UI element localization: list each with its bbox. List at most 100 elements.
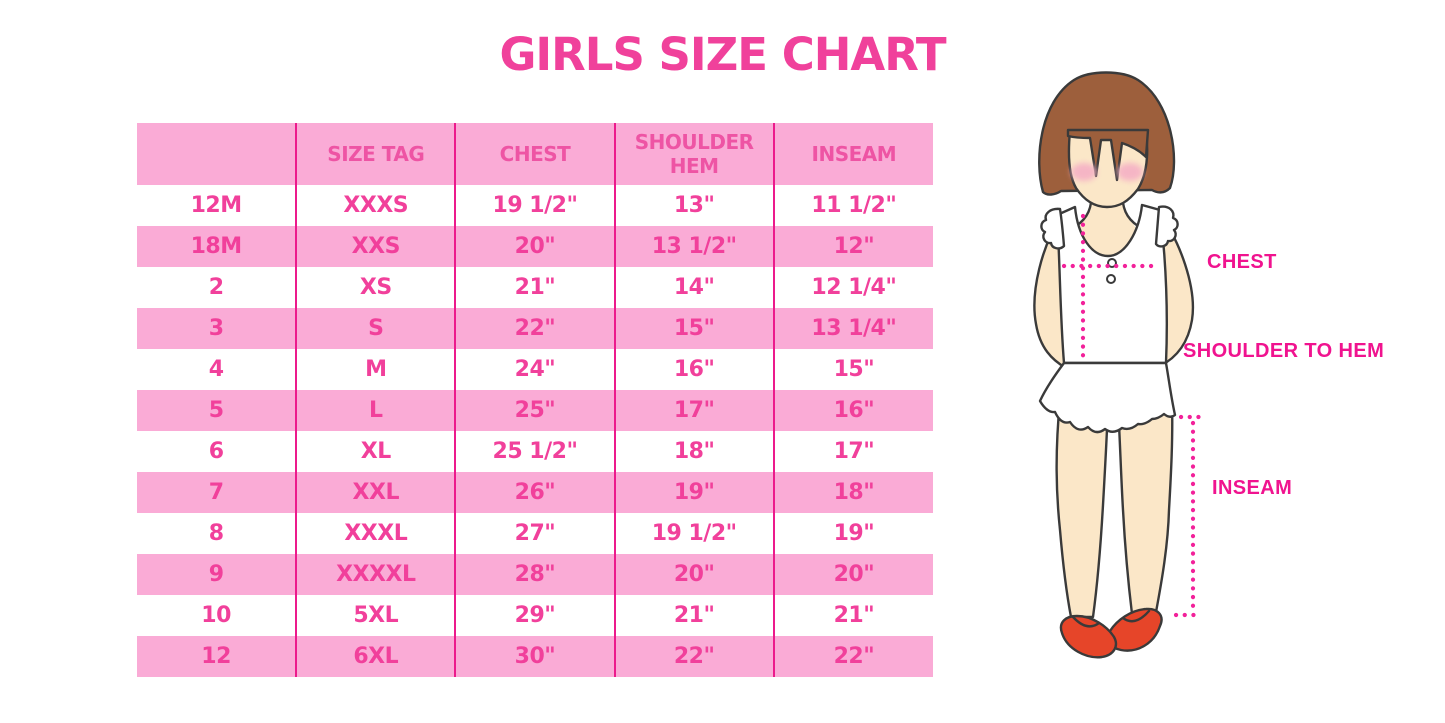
table-cell: 12 <box>137 636 297 677</box>
table-cell: 29" <box>454 595 615 636</box>
table-cell: 30" <box>454 636 615 677</box>
left-shoulder-ruffle <box>1040 207 1066 250</box>
table-cell: XXXS <box>295 185 456 226</box>
table-cell: 7 <box>137 472 297 513</box>
table-row: 8 XXXL 27" 19 1/2" 19" <box>137 513 933 554</box>
table-cell: 19 1/2" <box>613 513 774 554</box>
right-shoe-strap <box>1121 609 1151 623</box>
table-cell: XXL <box>295 472 456 513</box>
table-cell: 24" <box>454 349 615 390</box>
table-cell: 13" <box>613 185 774 226</box>
table-cell: 19" <box>772 513 933 554</box>
table-cell: 19 1/2" <box>454 185 615 226</box>
table-row: 3 S 22" 15" 13 1/4" <box>137 308 933 349</box>
table-cell: 3 <box>137 308 297 349</box>
button-top <box>1107 258 1117 268</box>
column-header: INSEAM <box>772 123 933 185</box>
table-cell: 10 <box>201 603 231 628</box>
table-cell: 9 <box>137 554 297 595</box>
table-cell: 12 1/4" <box>772 267 933 308</box>
table-cell: 26" <box>454 472 615 513</box>
face <box>1067 129 1149 209</box>
table-cell: XXXL <box>295 513 456 554</box>
table-cell: 2 <box>208 275 224 300</box>
table-row: 12 6XL 30" 22" 22" <box>137 636 933 677</box>
table-row: 4 M 24" 16" 15" <box>137 349 933 390</box>
table-row: 12M XXXS 19 1/2" 13" 11 1/2" <box>137 185 933 226</box>
table-cell: 21" <box>772 595 933 636</box>
table-cell: 25" <box>454 390 615 431</box>
left-leg <box>1055 398 1110 619</box>
left-cheek-blush <box>1071 163 1097 181</box>
inseam-label: INSEAM <box>1212 477 1293 499</box>
table-cell: 13 1/4" <box>772 308 933 349</box>
table-cell: 5XL <box>295 595 456 636</box>
table-cell: L <box>295 390 456 431</box>
table-cell: 28" <box>454 554 615 595</box>
table-row: 5 L 25" 17" 16" <box>137 390 933 431</box>
shoulder-to-hem-label: SHOULDER TO HEM <box>1183 340 1385 362</box>
table-cell: 22" <box>772 636 933 677</box>
table-cell: 14" <box>613 267 774 308</box>
table-cell: 12M <box>190 193 243 218</box>
chest-label: CHEST <box>1207 251 1277 273</box>
table-row: 9 XXXXL 28" 20" 20" <box>137 554 933 595</box>
table-cell: 21" <box>613 595 774 636</box>
table-cell: 16" <box>613 349 774 390</box>
table-cell: 16" <box>772 390 933 431</box>
table-cell: M <box>295 349 456 390</box>
table-cell: S <box>295 308 456 349</box>
right-cheek-blush <box>1117 163 1143 181</box>
table-cell: 12" <box>772 226 933 267</box>
table-row: 7 XXL 26" 19" 18" <box>137 472 933 513</box>
table-cell: 5 <box>137 390 297 431</box>
table-cell: 13 1/2" <box>613 226 774 267</box>
table-row: 2 XS 21" 14" 12 1/4" <box>137 267 933 308</box>
column-header: SIZE TAG <box>295 123 456 185</box>
table-cell: 21" <box>454 267 615 308</box>
column-header: SHOULDER HEM <box>613 123 774 185</box>
button-bottom <box>1106 274 1116 284</box>
left-shoe <box>1059 614 1118 659</box>
size-table-header-row: SIZE TAG CHEST SHOULDER HEM INSEAM <box>137 123 933 185</box>
table-cell: 15" <box>613 308 774 349</box>
table-cell: 6 <box>208 439 224 464</box>
table-cell: 22" <box>454 308 615 349</box>
table-row: 6 XL 25 1/2" 18" 17" <box>137 431 933 472</box>
blouse-bodice <box>1055 203 1168 365</box>
skirt-ruffle <box>1038 361 1177 434</box>
table-row: 18M XXS 20" 13 1/2" 12" <box>137 226 933 267</box>
table-cell: 17" <box>772 431 933 472</box>
column-header <box>137 123 297 185</box>
size-table-body: 12M XXXS 19 1/2" 13" 11 1/2" 18M XXS 20" 13 1/2"… <box>137 185 933 677</box>
table-cell: 17" <box>613 390 774 431</box>
table-cell: 20" <box>454 226 615 267</box>
table-cell: 20" <box>613 554 774 595</box>
table-cell: 11 1/2" <box>772 185 933 226</box>
right-leg <box>1116 400 1174 616</box>
table-cell: 27" <box>454 513 615 554</box>
table-cell: 18" <box>772 472 933 513</box>
table-cell: 4 <box>208 357 224 382</box>
right-shoulder-ruffle <box>1154 205 1179 248</box>
table-cell: 6XL <box>295 636 456 677</box>
left-shoe-strap <box>1071 615 1101 628</box>
table-row: 10 5XL 29" 21" 21" <box>137 595 933 636</box>
size-table: SIZE TAG CHEST SHOULDER HEM INSEAM 12M XXXS 1… <box>137 123 933 677</box>
table-cell: 22" <box>613 636 774 677</box>
table-cell: 19" <box>613 472 774 513</box>
table-cell: 8 <box>208 521 224 546</box>
column-header: CHEST <box>454 123 615 185</box>
table-cell: 25 1/2" <box>454 431 615 472</box>
table-cell: XXXXL <box>295 554 456 595</box>
table-cell: 15" <box>772 349 933 390</box>
table-cell: 20" <box>772 554 933 595</box>
table-cell: 18" <box>613 431 774 472</box>
page-title: GIRLS SIZE CHART <box>499 28 946 81</box>
table-cell: XL <box>295 431 456 472</box>
girl-diagram <box>1033 71 1208 659</box>
table-cell: XXS <box>295 226 456 267</box>
bangs <box>1066 128 1150 182</box>
table-cell: 18M <box>137 226 297 267</box>
